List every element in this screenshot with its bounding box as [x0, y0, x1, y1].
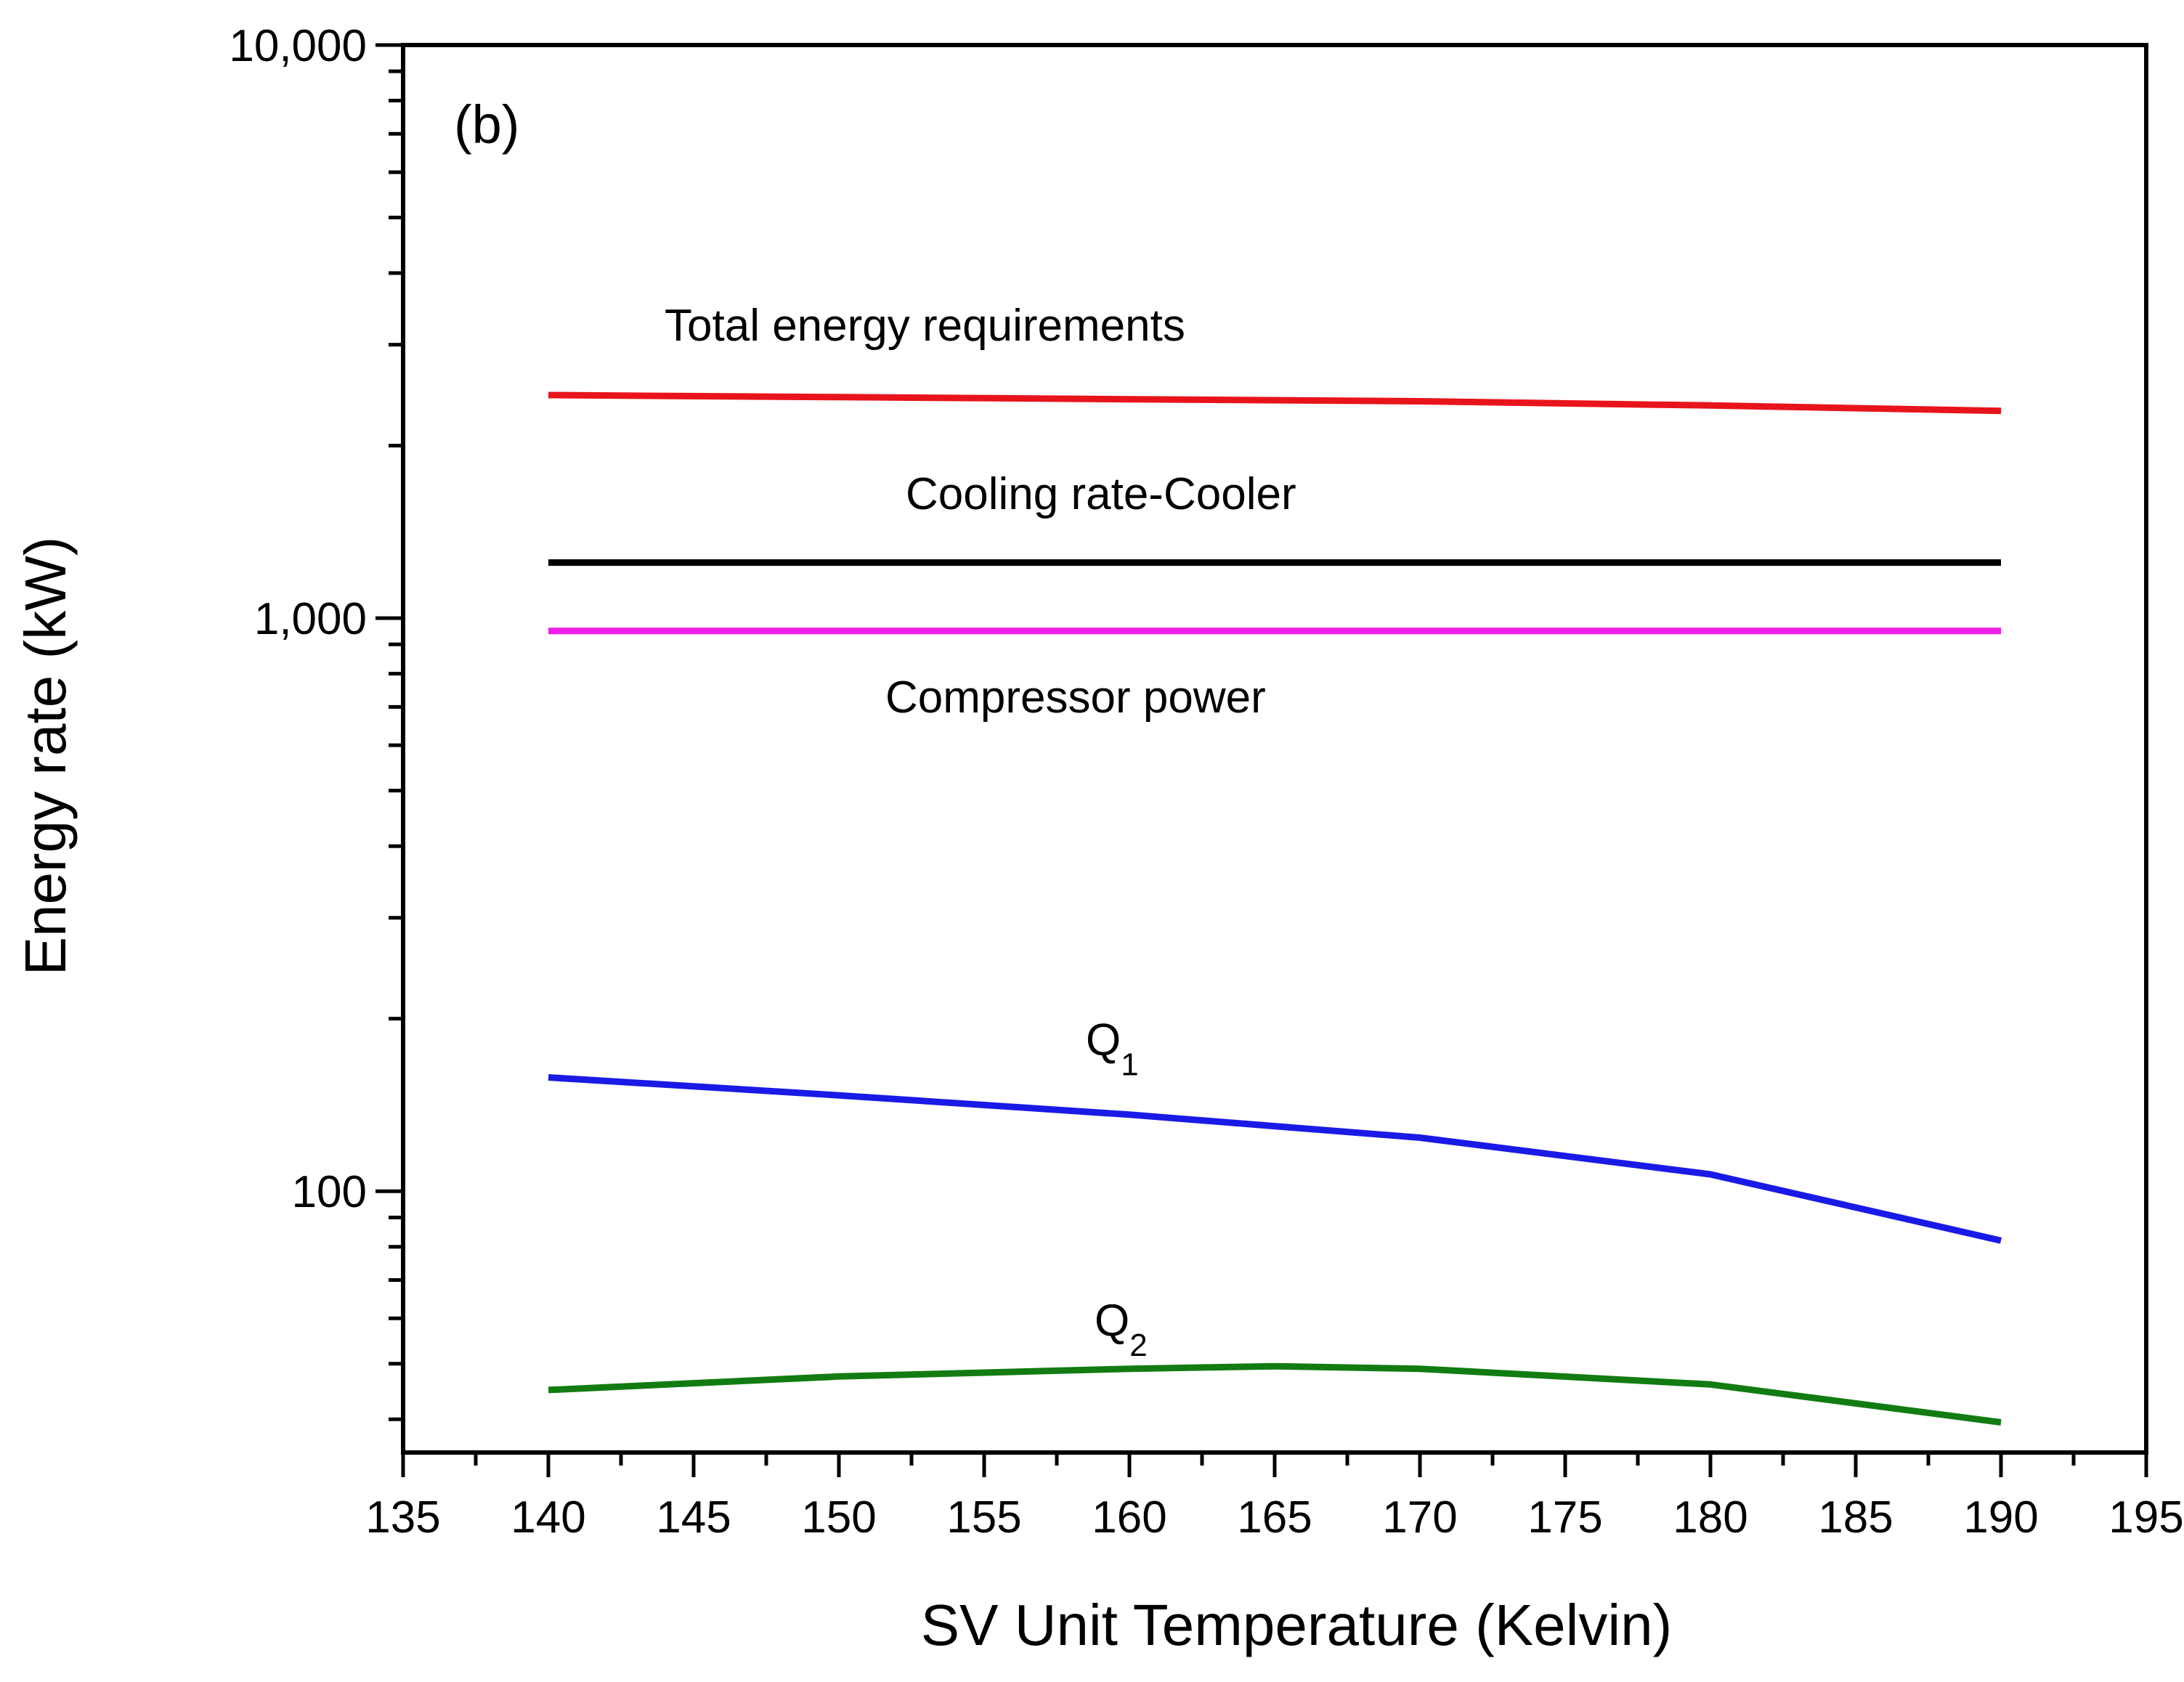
annotation-total: Total energy requirements	[665, 301, 1185, 351]
series-line-total-energy-requirements	[548, 391, 2002, 415]
annotation-text: Q	[1095, 1296, 1129, 1346]
x-tick-label: 145	[656, 1492, 731, 1543]
y-axis-title: Energy rate (kW)	[13, 537, 78, 976]
x-tick-label: 155	[946, 1492, 1021, 1543]
axes-layer	[375, 43, 2148, 1477]
annotation-subscript: 2	[1129, 1328, 1147, 1363]
annotation-text: Q	[1086, 1015, 1121, 1065]
x-tick-label: 195	[2108, 1492, 2183, 1543]
x-axis-title: SV Unit Temperature (Kelvin)	[921, 1593, 1673, 1657]
y-tick-label: 100	[292, 1167, 367, 1217]
annotation-text: Cooling rate-Cooler	[906, 469, 1296, 519]
annotation-cooler: Cooling rate-Cooler	[906, 469, 1296, 519]
annotation-q1: Q1	[1086, 1015, 1139, 1082]
x-tick-label: 140	[511, 1492, 585, 1543]
y-tick-label: 1,000	[254, 594, 367, 644]
annotation-compressor: Compressor power	[885, 673, 1266, 723]
text-layer: 135 140 145 150 155 160 165 170 175 180 185 190 195 1…	[13, 21, 2184, 1657]
panel-label: (b)	[454, 94, 519, 155]
annotation-text: Compressor power	[885, 673, 1266, 723]
series-line-q1	[548, 1074, 2002, 1244]
x-tick-label: 180	[1673, 1492, 1747, 1543]
x-tick-label: 190	[1963, 1492, 2038, 1543]
annotation-text: Total energy requirements	[665, 301, 1185, 351]
x-tick-label: 160	[1092, 1492, 1166, 1543]
x-tick-label: 150	[801, 1492, 876, 1543]
annotation-q2: Q2	[1095, 1296, 1148, 1363]
series-layer	[548, 391, 2002, 1426]
y-tick-label: 10,000	[229, 21, 367, 71]
x-tick-label: 175	[1527, 1492, 1602, 1543]
x-tick-label: 135	[365, 1492, 440, 1543]
x-tick-label: 185	[1818, 1492, 1893, 1543]
x-tick-label: 170	[1382, 1492, 1457, 1543]
series-line-q2	[548, 1362, 2002, 1426]
x-tick-label: 165	[1237, 1492, 1312, 1543]
annotation-subscript: 1	[1121, 1047, 1138, 1082]
